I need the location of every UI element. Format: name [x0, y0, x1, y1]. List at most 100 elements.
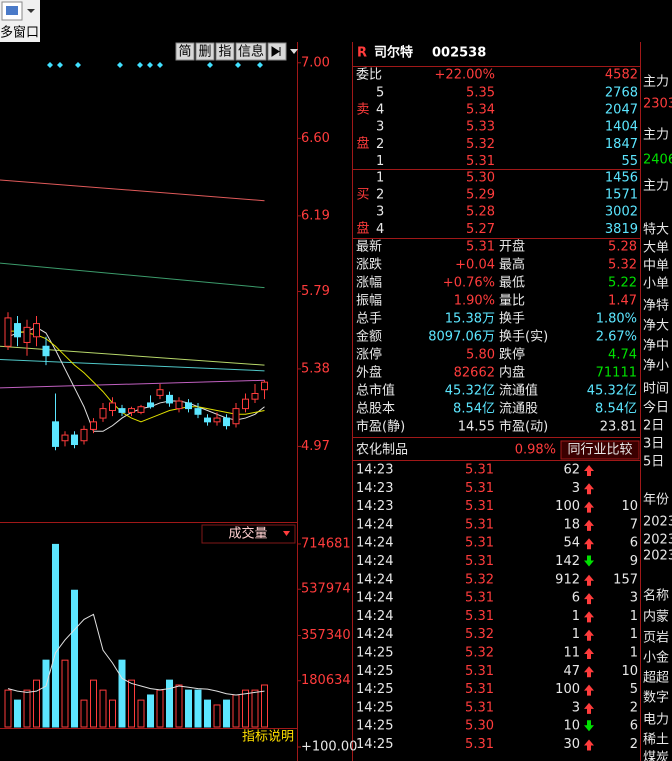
trade-price: 5.32	[465, 627, 494, 642]
badge: R	[357, 46, 367, 61]
candle-body	[137, 406, 145, 413]
trade-direction	[584, 666, 594, 678]
tool-icon[interactable]	[290, 49, 298, 54]
y-tick-label: 4.97	[301, 439, 330, 454]
peer-compare-button[interactable]	[560, 440, 640, 460]
y-tick-label: 357340	[301, 628, 351, 643]
stat-label: 涨停	[356, 347, 382, 363]
trade-price: 5.31	[465, 481, 494, 496]
candle-body	[213, 417, 221, 423]
side-label: 小金	[643, 650, 669, 666]
tool-button[interactable]	[195, 42, 215, 61]
y-tick-label: 6.19	[301, 208, 330, 223]
volume-selector[interactable]	[201, 524, 296, 544]
trade-time: 14:24	[356, 517, 393, 532]
moving-average	[8, 330, 265, 423]
stat-label: 总市值	[356, 383, 395, 399]
volume-bar	[156, 689, 164, 728]
tool-icon	[271, 46, 281, 57]
stat-value: 5.32	[608, 258, 637, 273]
stat-label: 开盘	[499, 239, 525, 255]
trade-direction	[584, 519, 594, 531]
trade-count: 9	[630, 554, 638, 569]
indicator-help-label: 指标说明	[242, 730, 294, 745]
side-label: 特大	[643, 223, 669, 238]
tool-button-label: 删	[198, 45, 211, 60]
y-tick-label: +100.00	[301, 740, 357, 755]
tool-button[interactable]	[235, 42, 267, 61]
candle-body	[4, 317, 12, 347]
trade-time: 14:24	[356, 572, 393, 587]
stat-label: 市盈(动)	[499, 419, 548, 435]
volume-bar	[33, 679, 40, 728]
trade-time: 14:25	[356, 646, 393, 661]
stat-label: 换手(实)	[499, 330, 548, 345]
volume-bar	[242, 689, 249, 728]
book-level: 1	[376, 171, 384, 186]
trade-direction	[584, 593, 594, 605]
tool-button[interactable]	[175, 42, 195, 61]
buy-label: 买	[356, 188, 369, 203]
indicator-help[interactable]	[244, 729, 296, 745]
trade-volume: 912	[555, 572, 580, 587]
sell-label: 卖	[356, 103, 369, 118]
book-price: 5.30	[466, 171, 495, 186]
trade-direction	[584, 739, 594, 751]
trade-volume: 100	[555, 499, 580, 514]
side-label: 时间	[643, 382, 669, 397]
trade-price: 5.31	[465, 682, 494, 697]
trade-count: 1	[630, 646, 638, 661]
side-label: 净大	[643, 319, 669, 334]
trade-time: 14:25	[356, 737, 393, 752]
trade-count: 3	[630, 591, 638, 606]
side-label: 超超	[643, 671, 669, 686]
stat-label: 外盘	[356, 365, 382, 381]
volume-bar	[185, 689, 192, 728]
stat-value: 1.90%	[454, 294, 495, 309]
trade-count: 7	[630, 517, 638, 532]
side-label: 2303	[643, 97, 672, 112]
dropdown-arrow[interactable]	[27, 9, 35, 13]
stat-label: 内盘	[499, 365, 525, 381]
volume-bar	[71, 589, 78, 728]
trade-volume: 18	[563, 517, 580, 532]
window-icon-glyph	[6, 6, 18, 15]
book-volume: 1847	[605, 137, 638, 152]
moving-average	[7, 326, 265, 432]
side-label: 煤炭	[643, 751, 669, 761]
stat-label: 总手	[356, 312, 382, 327]
side-label: 内蒙	[643, 609, 669, 625]
candle-body	[52, 421, 59, 447]
sell-label: 盘	[356, 136, 369, 152]
candle-body	[166, 394, 173, 404]
volume-title: 成交量	[228, 526, 267, 542]
moving-average	[0, 358, 265, 372]
stat-value: +0.76%	[443, 276, 495, 291]
volume-bar	[261, 684, 268, 728]
book-price: 5.34	[466, 103, 495, 118]
book-price: 5.27	[466, 222, 495, 237]
y-tick-label: 180634	[301, 673, 351, 688]
window-label: 多窗口	[0, 25, 39, 41]
trade-direction	[584, 574, 594, 586]
stat-label: 最新	[356, 239, 382, 255]
tool-button-label: 信息	[238, 44, 264, 60]
trade-volume: 6	[572, 591, 580, 606]
y-tick-label: 537974	[301, 582, 351, 597]
book-volume: 3002	[605, 205, 638, 220]
tool-button[interactable]	[215, 42, 235, 61]
volume-bar	[14, 699, 21, 728]
stock-name: 司尔特	[374, 45, 413, 61]
trade-direction	[584, 555, 594, 567]
trade-count: 2	[630, 700, 638, 715]
side-label: 2023	[643, 549, 672, 564]
candle-body	[242, 398, 249, 410]
volume-bar	[52, 543, 59, 728]
stat-value: 8.54亿	[453, 402, 495, 417]
book-level: 4	[376, 103, 384, 118]
stat-label: 跌停	[499, 347, 525, 363]
side-label: 中单	[643, 259, 669, 274]
side-label: 大单	[643, 241, 669, 256]
volume-bar	[194, 689, 202, 728]
